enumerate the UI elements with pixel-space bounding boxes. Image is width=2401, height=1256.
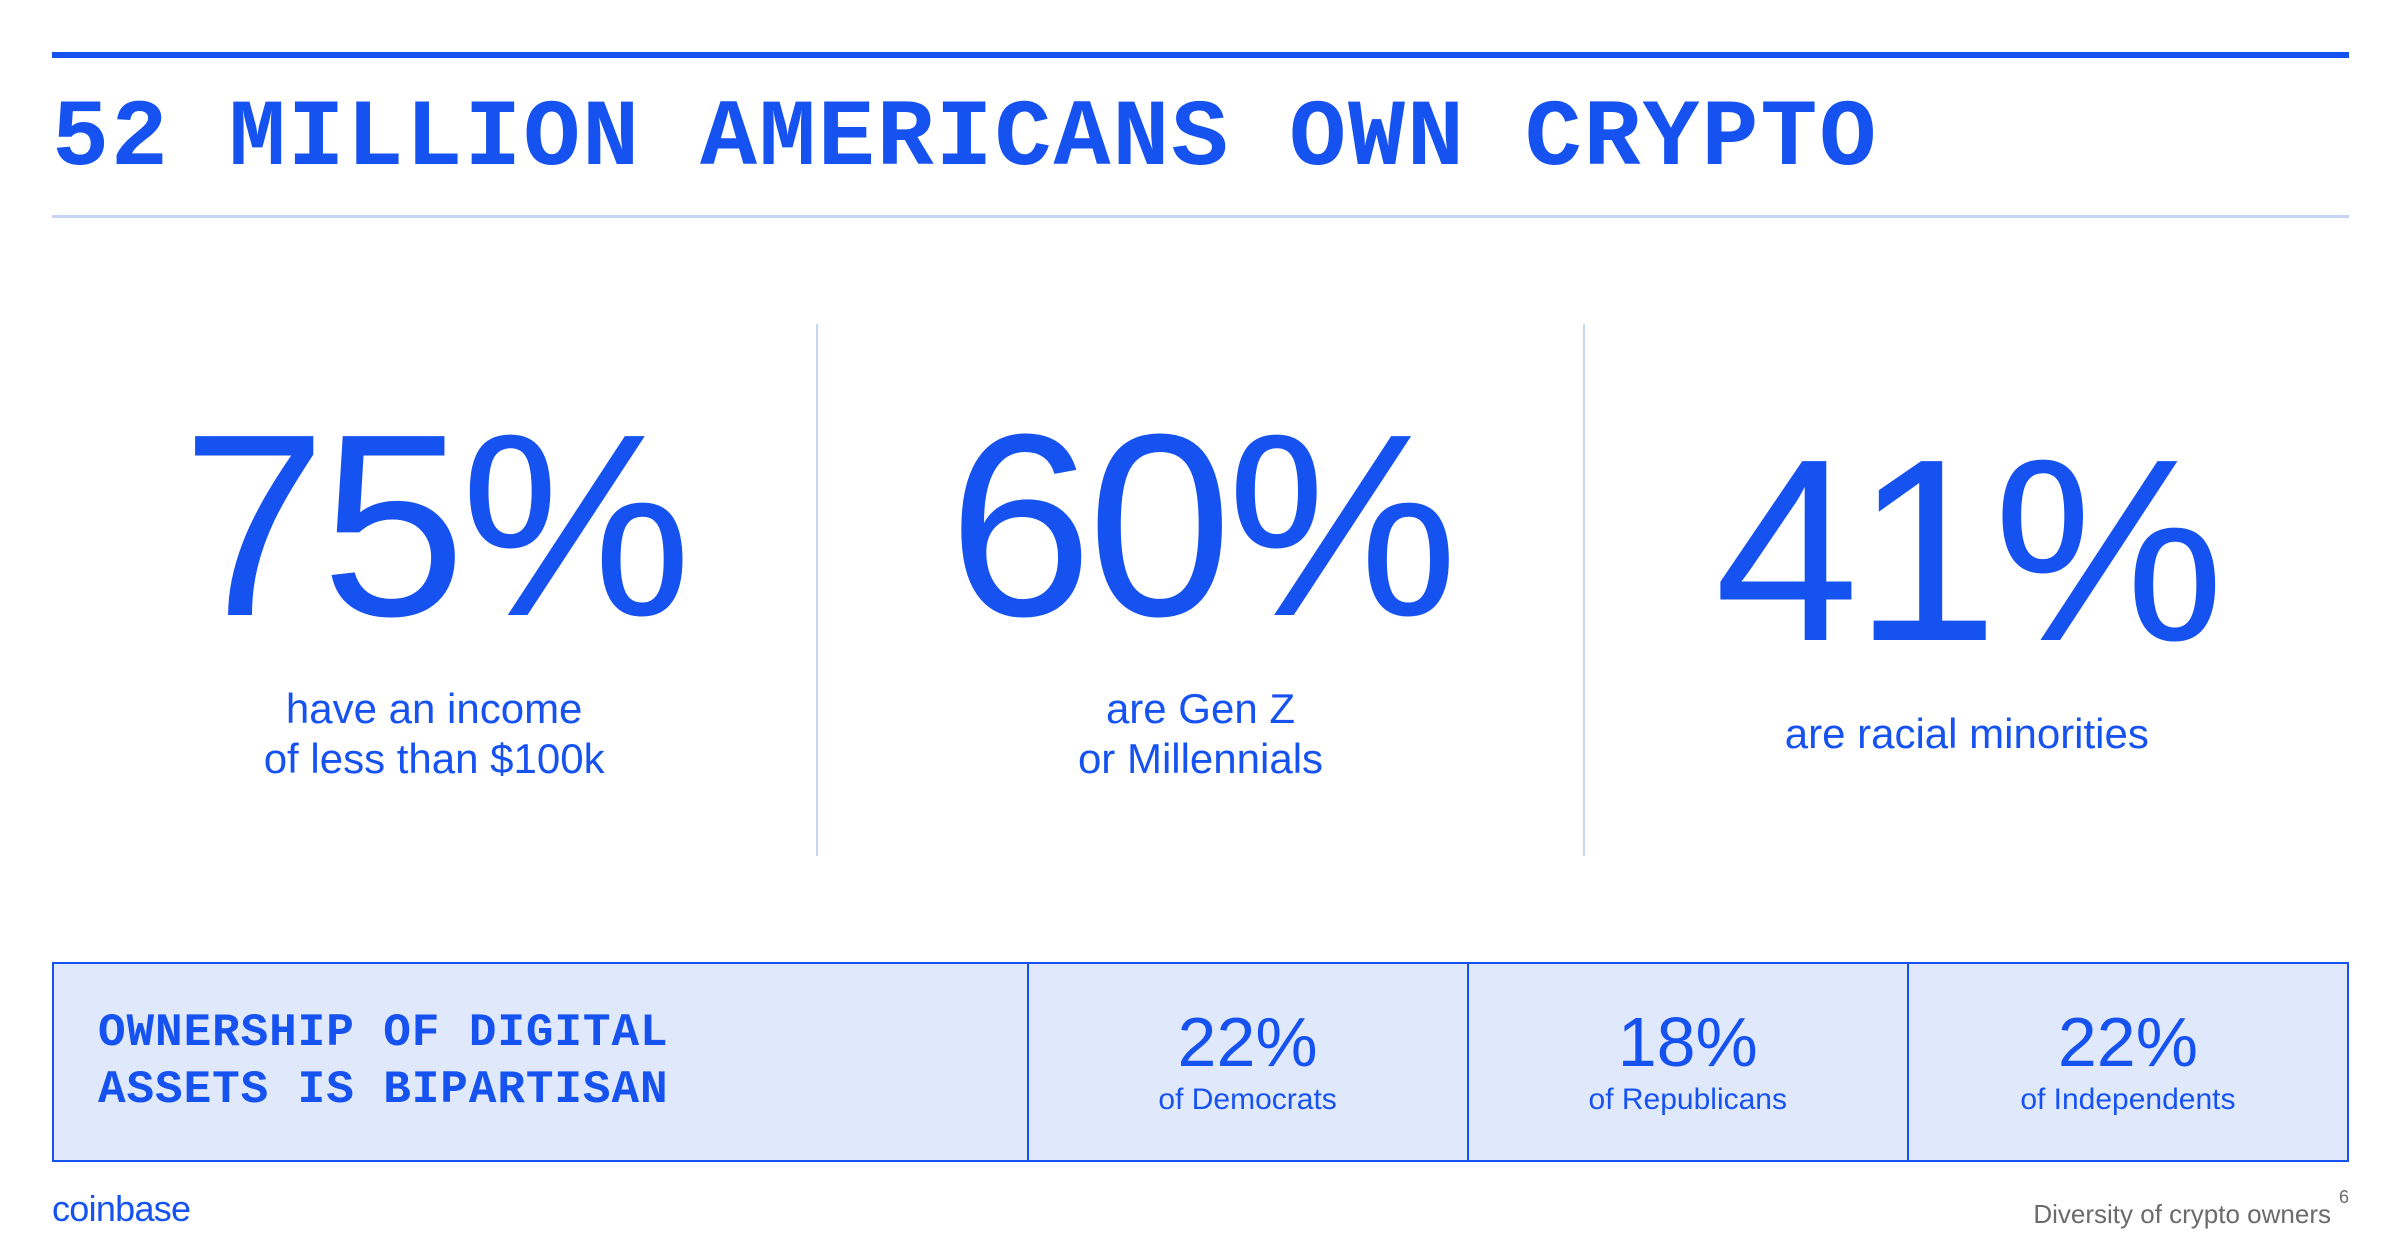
stats-row: 75% have an incomeof less than $100k 60%…: [52, 288, 2349, 892]
stat-minorities: 41% are racial minorities: [1585, 288, 2349, 892]
party-label: of Republicans: [1589, 1083, 1787, 1117]
stat-label: are Gen Zor Millennials: [1078, 684, 1323, 785]
party-label: of Democrats: [1158, 1083, 1336, 1117]
party-box-title: OWNERSHIP OF DIGITALASSETS IS BIPARTISAN: [54, 964, 1029, 1160]
party-value: 22%: [1178, 1007, 1318, 1077]
headline: 52 MILLION AMERICANS OWN CRYPTO: [52, 58, 2349, 215]
sub-rule: [52, 215, 2349, 218]
party-label: of Independents: [2020, 1083, 2235, 1117]
caption-text: Diversity of crypto owners: [2033, 1199, 2331, 1229]
page-number: 6: [2339, 1187, 2349, 1208]
stat-value: 41%: [1714, 421, 2219, 681]
stat-generation: 60% are Gen Zor Millennials: [818, 288, 1582, 892]
party-stat-republicans: 18% of Republicans: [1469, 964, 1909, 1160]
stat-label: are racial minorities: [1785, 709, 2149, 759]
stat-income: 75% have an incomeof less than $100k: [52, 288, 816, 892]
stat-value: 75%: [182, 396, 687, 656]
party-stat-democrats: 22% of Democrats: [1029, 964, 1469, 1160]
party-value: 18%: [1618, 1007, 1758, 1077]
logo: coinbase: [52, 1188, 190, 1230]
footer-caption: Diversity of crypto owners 6: [2033, 1199, 2349, 1230]
footer: coinbase Diversity of crypto owners 6: [52, 1188, 2349, 1230]
party-box: OWNERSHIP OF DIGITALASSETS IS BIPARTISAN…: [52, 962, 2349, 1162]
stat-value: 60%: [948, 396, 1453, 656]
stat-label: have an incomeof less than $100k: [264, 684, 605, 785]
party-value: 22%: [2058, 1007, 2198, 1077]
party-stat-independents: 22% of Independents: [1909, 964, 2347, 1160]
